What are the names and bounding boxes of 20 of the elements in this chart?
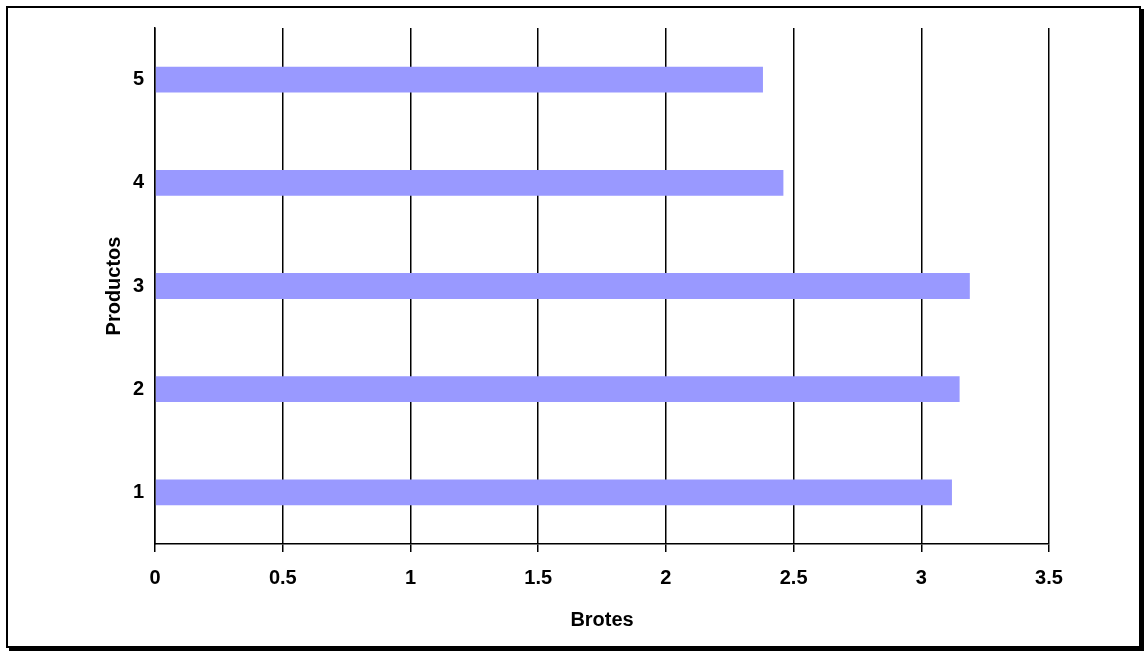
x-tick-label: 3.5 [1035, 565, 1063, 588]
x-axis-title: Brotes [570, 607, 634, 630]
bar [155, 273, 970, 299]
y-tick-label: 4 [133, 170, 145, 193]
bar [155, 376, 960, 403]
x-tick-label: 3 [915, 565, 927, 588]
bar [155, 479, 952, 506]
y-tick-label: 2 [133, 376, 145, 399]
x-tick-label: 0 [149, 565, 161, 588]
x-tick-label: 0.5 [268, 565, 297, 588]
x-tick-label: 2.5 [779, 565, 808, 588]
bar [155, 169, 784, 196]
y-axis-title: Productos [101, 236, 124, 336]
x-tick-label: 1 [404, 565, 417, 588]
y-tick-label: 1 [133, 479, 145, 502]
y-tick-label: 5 [133, 67, 145, 90]
x-tick-label: 1.5 [524, 565, 553, 588]
y-tick-label: 3 [133, 273, 145, 296]
x-tick-label: 2 [660, 565, 672, 588]
bar [155, 66, 763, 93]
